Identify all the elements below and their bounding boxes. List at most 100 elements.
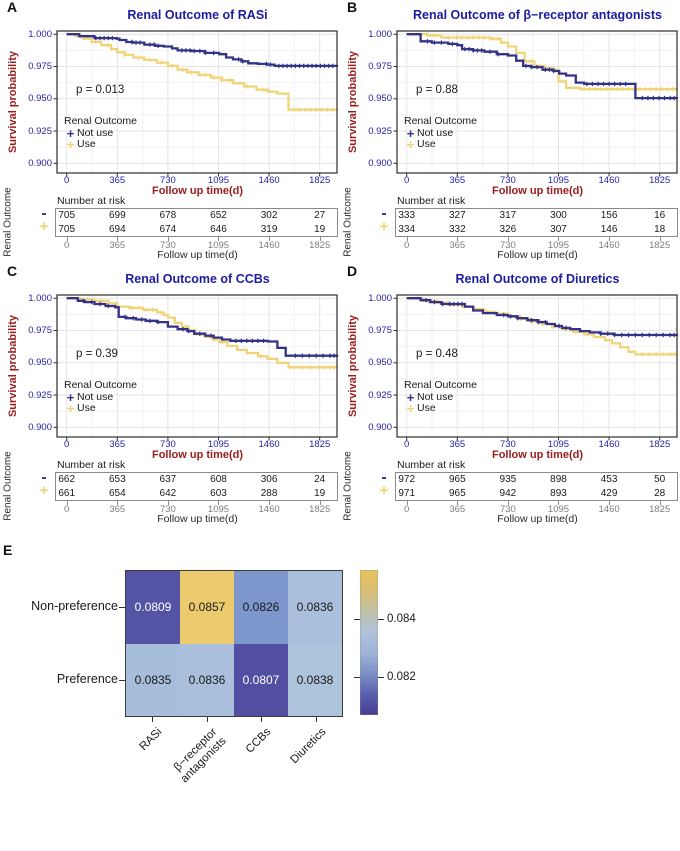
risk-count: 678	[159, 210, 177, 221]
risk-axis-tick	[558, 501, 560, 505]
y-tick-label: 1.000	[368, 28, 392, 40]
risk-axis-tick	[406, 501, 408, 505]
censor-marker-icon: +	[406, 137, 415, 152]
risk-count: 662	[58, 474, 76, 485]
y-tick-label: 0.900	[368, 157, 392, 169]
risk-count: 642	[159, 487, 177, 499]
risk-count: 146	[600, 223, 618, 235]
km-plot-svg	[393, 30, 679, 177]
risk-group-axis-label: Renal Outcome	[342, 187, 354, 257]
risk-row-symbol: +	[379, 482, 389, 499]
risk-axis-tick	[66, 237, 68, 241]
heatmap-col-tick	[261, 717, 263, 722]
risk-time-axis-label: Follow up time(d)	[157, 513, 238, 525]
y-tick-label: 1.000	[368, 292, 392, 304]
heatmap-cell: 0.0807	[234, 643, 288, 716]
heatmap-col-label: Diuretics	[288, 726, 329, 767]
risk-count: 972	[398, 474, 416, 485]
colorbar	[359, 569, 379, 716]
censor-marker-icon: +	[66, 137, 75, 152]
heatmap-cell: 0.0836	[288, 571, 342, 644]
x-tick-label: 0	[64, 439, 70, 450]
colorbar-svg	[359, 569, 379, 716]
censor-marker-icon: +	[66, 390, 75, 405]
risk-axis-tick-label: 730	[159, 240, 176, 251]
risk-axis-tick	[66, 501, 68, 505]
x-tick-label: 730	[499, 439, 516, 450]
risk-axis-tick	[218, 237, 220, 241]
risk-count: 333	[398, 210, 416, 221]
risk-count: 307	[550, 223, 567, 235]
panel-title: Renal Outcome of β−receptor antagonists	[413, 8, 662, 22]
heatmap-col-tick	[206, 717, 208, 722]
risk-axis-tick	[269, 501, 271, 505]
risk-count: 332	[448, 223, 466, 235]
risk-count: 965	[448, 487, 466, 499]
panel-label: E	[3, 542, 13, 558]
risk-axis-tick	[507, 237, 509, 241]
risk-row-symbol: +	[39, 218, 49, 235]
km-curve-use	[66, 33, 339, 111]
censor-marker-icon: +	[406, 126, 415, 141]
y-tick-label: 0.975	[368, 61, 392, 72]
risk-axis-tick	[167, 237, 169, 241]
risk-axis-tick-label: 1825	[309, 504, 331, 515]
y-tick-label: 0.900	[368, 421, 392, 433]
risk-count: 694	[108, 223, 126, 235]
risk-row-symbol: -	[381, 469, 387, 486]
y-tick-label: 0.925	[368, 125, 392, 137]
risk-row-symbol: -	[381, 205, 387, 222]
censor-marks-not-use	[93, 35, 335, 69]
risk-axis-tick	[117, 501, 119, 505]
number-at-risk-caption: Number at risk	[57, 459, 126, 471]
panel-a-rasi: A Renal Outcome of RASi Survival probabi…	[0, 0, 340, 264]
legend-title: Renal Outcome	[404, 379, 477, 391]
risk-count: 156	[600, 210, 618, 221]
x-tick-label: 1460	[258, 175, 280, 186]
colorbar-tick	[378, 676, 384, 678]
censor-marker-icon: +	[406, 390, 415, 405]
legend-entry: Use	[77, 402, 96, 414]
risk-axis-tick	[659, 501, 661, 505]
x-tick-label: 365	[449, 175, 466, 186]
y-tick-label: 0.975	[368, 325, 392, 336]
risk-count: 699	[108, 210, 126, 221]
x-tick-label: 0	[64, 175, 70, 186]
risk-axis-tick-label: 365	[449, 240, 466, 251]
risk-count: 334	[398, 223, 416, 235]
heatmap-cell: 0.0838	[288, 643, 342, 716]
panel-title: Renal Outcome of RASi	[127, 8, 268, 22]
risk-count: 302	[260, 210, 278, 221]
risk-count: 327	[448, 210, 466, 221]
x-tick-label: 1095	[207, 175, 230, 186]
p-value: p = 0.48	[416, 348, 458, 360]
risk-count: 653	[108, 474, 126, 485]
km-plot-svg	[53, 30, 339, 177]
panel-label: B	[347, 0, 358, 15]
risk-axis-tick	[558, 237, 560, 241]
risk-group-axis-label: Renal Outcome	[2, 451, 14, 521]
panel-label: A	[7, 0, 18, 15]
risk-count: 18	[654, 223, 666, 235]
risk-axis-tick-label: 0	[64, 504, 70, 515]
km-curve-not-use	[66, 33, 339, 68]
heatmap-cell: 0.0826	[234, 571, 288, 644]
risk-count: 965	[448, 474, 466, 485]
survival-plot	[49, 29, 341, 179]
heatmap-cell: 0.0836	[180, 643, 234, 716]
risk-axis-tick-label: 1460	[258, 240, 280, 251]
risk-axis-tick	[457, 237, 459, 241]
risk-table-box	[55, 472, 338, 501]
risk-table-box	[55, 208, 338, 237]
risk-time-axis-label: Follow up time(d)	[497, 513, 578, 525]
x-tick-label: 1460	[598, 439, 620, 450]
risk-group-axis-label: Renal Outcome	[2, 187, 14, 257]
censor-marks-use	[432, 33, 675, 92]
risk-axis-tick-label: 365	[109, 504, 126, 515]
x-tick-label: 1460	[598, 175, 620, 186]
panel-c-ccbs: C Renal Outcome of CCBs Survival probabi…	[0, 264, 340, 528]
risk-axis-tick	[319, 501, 321, 505]
risk-row-symbol: +	[379, 218, 389, 235]
legend-item: + Use	[64, 402, 137, 415]
risk-time-axis-label: Follow up time(d)	[497, 249, 578, 261]
